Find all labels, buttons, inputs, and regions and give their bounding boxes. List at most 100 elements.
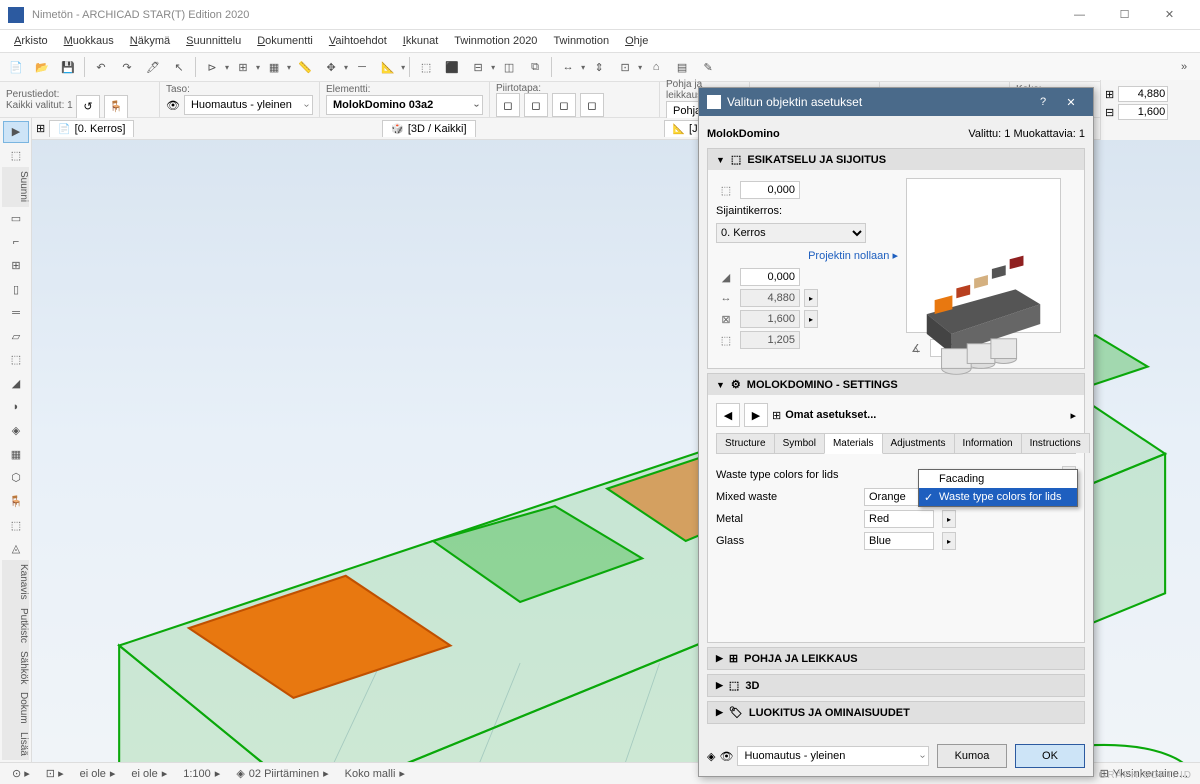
- h-input[interactable]: [1118, 104, 1168, 120]
- tool-icon[interactable]: 🖊: [141, 55, 165, 79]
- cancel-button[interactable]: Kumoa: [937, 744, 1007, 768]
- marquee-tool[interactable]: ⬚: [3, 145, 29, 167]
- status-eiole2[interactable]: ei ole ▸: [127, 767, 171, 780]
- prev-button[interactable]: ◀: [716, 403, 740, 427]
- minimize-button[interactable]: —: [1057, 0, 1102, 30]
- merge-icon[interactable]: ⧉: [523, 55, 547, 79]
- menu-muokkaus[interactable]: Muokkaus: [58, 33, 120, 49]
- maximize-button[interactable]: ☐: [1102, 0, 1147, 30]
- grid-dropdown[interactable]: ⊞▾: [231, 55, 260, 79]
- preview-section-header[interactable]: ▼⬚ ESIKATSELU JA SIJOITUS: [708, 149, 1084, 170]
- tab-materials[interactable]: Materials: [824, 433, 883, 454]
- glass-arrow[interactable]: ▸: [942, 532, 956, 550]
- layer-dropdown[interactable]: ▦▾: [262, 55, 291, 79]
- luokitus-section-header[interactable]: ▶🏷LUOKITUS JA OMINAISUUDET: [708, 702, 1084, 723]
- ruler-icon[interactable]: 📏: [293, 55, 317, 79]
- tab-structure[interactable]: Structure: [716, 433, 775, 453]
- split-icon[interactable]: ◫: [497, 55, 521, 79]
- align-dropdown[interactable]: ⊟▾: [466, 55, 495, 79]
- stair-tool[interactable]: ⬚: [3, 349, 29, 371]
- skylight-tool[interactable]: ◈: [3, 420, 29, 442]
- v5-input[interactable]: [740, 331, 800, 349]
- menu-vaihtoehdot[interactable]: Vaihtoehdot: [323, 33, 393, 49]
- new-icon[interactable]: 📄: [4, 55, 28, 79]
- 3d-section-header[interactable]: ▶⬚3D: [708, 675, 1084, 696]
- shell-tool[interactable]: ◗: [3, 396, 29, 418]
- v4-spin[interactable]: ▸: [804, 310, 818, 328]
- open-icon[interactable]: 📂: [30, 55, 54, 79]
- status-scale[interactable]: 1:100 ▸: [179, 767, 224, 780]
- undo-icon[interactable]: ↶: [89, 55, 113, 79]
- menu-twin[interactable]: Twinmotion: [547, 33, 615, 49]
- ok-button[interactable]: OK: [1015, 744, 1085, 768]
- projektin-link[interactable]: Projektin nollaan ▸: [716, 249, 898, 262]
- mesh-tool[interactable]: ◬: [3, 538, 29, 560]
- collapse-icon[interactable]: »: [1172, 55, 1196, 79]
- beam-tool[interactable]: ═: [3, 302, 29, 324]
- object-button[interactable]: 🪑: [104, 95, 128, 119]
- taso-dropdown[interactable]: Huomautus - yleinen: [184, 95, 313, 115]
- redo-icon[interactable]: ↷: [115, 55, 139, 79]
- arrow-tool[interactable]: ▶: [3, 121, 29, 143]
- close-button[interactable]: ✕: [1147, 0, 1192, 30]
- status-eiole1[interactable]: ei ole ▸: [76, 767, 120, 780]
- curtain-tool[interactable]: ▦: [3, 443, 29, 465]
- roof-tool[interactable]: ◢: [3, 373, 29, 395]
- dialog-close-button[interactable]: ✕: [1057, 88, 1085, 116]
- save-icon[interactable]: 💾: [56, 55, 80, 79]
- menu-ikkunat[interactable]: Ikkunat: [397, 33, 444, 49]
- move-dropdown[interactable]: ✥▾: [319, 55, 348, 79]
- expand-icon[interactable]: ▸: [1070, 409, 1076, 422]
- next-button[interactable]: ▶: [744, 403, 768, 427]
- v1-input[interactable]: [740, 181, 800, 199]
- v3-input[interactable]: [740, 289, 800, 307]
- opt-facading[interactable]: Facading: [919, 470, 1077, 488]
- door-tool[interactable]: ⌐: [3, 231, 29, 253]
- pohja-section-header[interactable]: ▶⊞POHJA JA LEIKKAUS: [708, 648, 1084, 669]
- draw1-button[interactable]: ◻: [496, 93, 520, 117]
- column-tool[interactable]: ▯: [3, 278, 29, 300]
- v3-spin[interactable]: ▸: [804, 289, 818, 307]
- metal-arrow[interactable]: ▸: [942, 510, 956, 528]
- draw4-button[interactable]: ◻: [580, 93, 604, 117]
- v4-input[interactable]: [740, 310, 800, 328]
- menu-arkisto[interactable]: Arkisto: [8, 33, 54, 49]
- omat-label[interactable]: Omat asetukset...: [785, 409, 1066, 421]
- elementti-dropdown[interactable]: MolokDomino 03a2: [326, 95, 483, 115]
- tab-information[interactable]: Information: [954, 433, 1022, 453]
- table-icon[interactable]: ▤: [670, 55, 694, 79]
- menu-nakyma[interactable]: Näkymä: [124, 33, 176, 49]
- object-tool[interactable]: 🪑: [3, 491, 29, 513]
- w-input[interactable]: [1118, 86, 1168, 102]
- status-1[interactable]: ⊙ ▸: [8, 767, 34, 780]
- metal-value[interactable]: Red: [864, 510, 934, 528]
- glass-value[interactable]: Blue: [864, 532, 934, 550]
- draw3-button[interactable]: ◻: [552, 93, 576, 117]
- text-icon[interactable]: ✎: [696, 55, 720, 79]
- line-icon[interactable]: ─: [350, 55, 374, 79]
- menu-ohje[interactable]: Ohje: [619, 33, 654, 49]
- status-layer[interactable]: ◈ 02 Piirtäminen ▸: [232, 767, 332, 780]
- tab-instructions[interactable]: Instructions: [1021, 433, 1090, 453]
- home-icon[interactable]: ⌂: [644, 55, 668, 79]
- tab-symbol[interactable]: Symbol: [774, 433, 825, 453]
- window-tool[interactable]: ⊞: [3, 255, 29, 277]
- drag-icon[interactable]: ↖: [167, 55, 191, 79]
- select-mode-button[interactable]: ↺: [76, 95, 100, 119]
- morph-tool[interactable]: ⬡: [3, 467, 29, 489]
- zone-tool[interactable]: ⬚: [3, 514, 29, 536]
- dim-dropdown[interactable]: ↔▾: [556, 55, 585, 79]
- layer-dropdown[interactable]: Huomautus - yleinen: [737, 746, 929, 766]
- menu-twin2020[interactable]: Twinmotion 2020: [448, 33, 543, 49]
- dialog-help-button[interactable]: ?: [1029, 88, 1057, 116]
- slab-tool[interactable]: ▱: [3, 326, 29, 348]
- measure-dropdown[interactable]: 📐▾: [376, 55, 405, 79]
- tab-adjustments[interactable]: Adjustments: [882, 433, 955, 453]
- menu-dokumentti[interactable]: Dokumentti: [251, 33, 319, 49]
- view1-icon[interactable]: ⬚: [414, 55, 438, 79]
- tab-3d[interactable]: 🎲 [3D / Kaikki]: [382, 120, 475, 137]
- view2-icon[interactable]: ⬛: [440, 55, 464, 79]
- level-icon[interactable]: ⇕: [587, 55, 611, 79]
- tab-kerros[interactable]: 📄 [0. Kerros]: [49, 120, 134, 137]
- wall-tool[interactable]: ▭: [3, 208, 29, 230]
